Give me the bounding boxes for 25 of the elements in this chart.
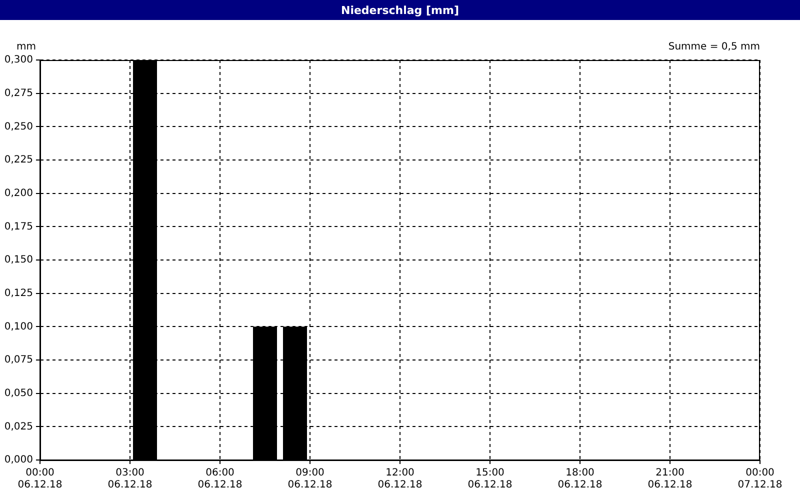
y-tick-label: 0,175 [4,221,33,232]
chart-title: Niederschlag [mm] [0,0,800,20]
x-tick-label: 06:00 06.12.18 [198,468,242,491]
y-tick-label: 0,075 [4,354,33,366]
y-tick-label: 0,100 [4,321,33,332]
y-tick-label: 0,300 [4,54,33,66]
x-tick-label: 03:00 06.12.18 [108,468,152,491]
y-tick-label: 0,125 [4,288,33,299]
x-tick-label: 00:00 06.12.18 [18,468,62,491]
y-tick-label: 0,000 [4,454,33,466]
y-tick-label: 0,225 [4,154,33,166]
x-tick-label: 09:00 06.12.18 [288,468,332,491]
x-tick-label: 18:00 06.12.18 [558,468,602,491]
y-tick-label: 0,250 [4,121,33,132]
y-tick-label: 0,150 [4,254,33,266]
x-tick-label: 21:00 06.12.18 [648,468,692,491]
text: Summe = 0,5 mm [668,42,760,53]
y-axis-title: mm [16,42,36,53]
x-tick-label: 00:00 07.12.18 [738,468,782,491]
x-tick-label: 15:00 06.12.18 [468,468,512,491]
x-tick-label: 12:00 06.12.18 [378,468,422,491]
y-tick-label: 0,025 [4,421,33,432]
y-tick-label: 0,050 [4,388,33,399]
y-tick-label: 0,200 [4,188,33,199]
y-tick-label: 0,275 [4,88,33,99]
